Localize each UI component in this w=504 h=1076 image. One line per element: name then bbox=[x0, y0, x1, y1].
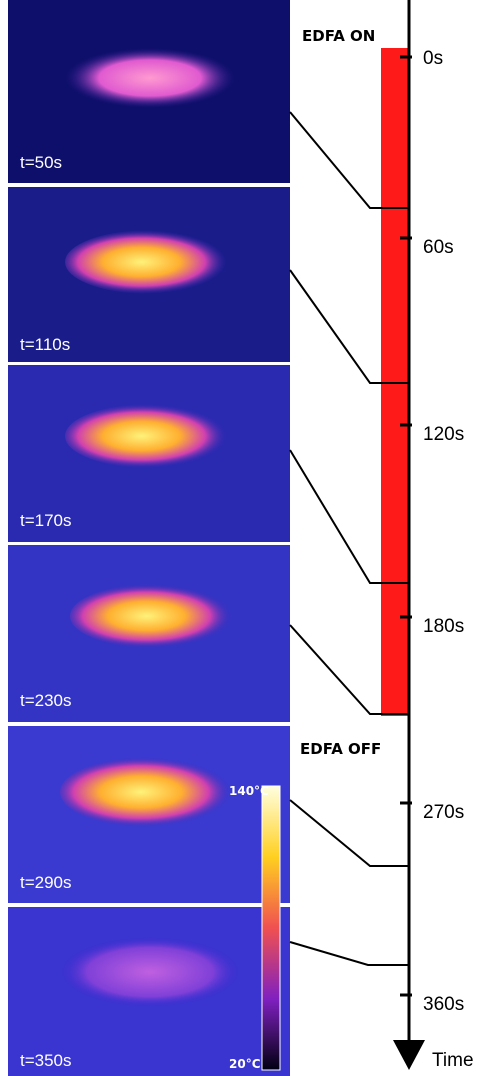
hot-spot bbox=[65, 404, 235, 468]
tick-label: 270s bbox=[423, 802, 464, 823]
timeline: 0s 60s 120s 180s 270s 360s Time EDFA ON … bbox=[300, 0, 474, 1071]
hot-spot bbox=[60, 937, 240, 1007]
hot-spot bbox=[70, 584, 240, 648]
tick-label: 60s bbox=[423, 237, 454, 258]
thermal-images: t=50s t=110s t=170s t=230s t=290s t=350s bbox=[8, 0, 290, 1076]
panel-label: t=230s bbox=[20, 691, 72, 710]
connector bbox=[289, 799, 408, 867]
colorbar: 140°C 20°C bbox=[229, 784, 281, 1071]
connector bbox=[289, 269, 408, 384]
hot-spot bbox=[65, 48, 235, 108]
edfa-off-label: EDFA OFF bbox=[300, 740, 381, 758]
colorbar-min: 20°C bbox=[229, 1057, 261, 1071]
connector bbox=[289, 111, 408, 209]
axis-label: Time bbox=[432, 1050, 474, 1071]
connector bbox=[289, 449, 408, 584]
panel-label: t=50s bbox=[20, 153, 62, 172]
tick-label: 120s bbox=[423, 424, 464, 445]
edfa-on-label: EDFA ON bbox=[302, 27, 375, 45]
connector bbox=[289, 941, 408, 966]
panel-label: t=290s bbox=[20, 873, 72, 892]
hot-spot bbox=[65, 230, 235, 294]
panel-label: t=170s bbox=[20, 511, 72, 530]
time-arrow bbox=[393, 1040, 425, 1070]
tick-label: 180s bbox=[423, 616, 464, 637]
connector bbox=[289, 624, 408, 715]
hot-spot bbox=[60, 757, 240, 827]
tick-label: 360s bbox=[423, 994, 464, 1015]
panel-label: t=350s bbox=[20, 1051, 72, 1070]
colorbar-gradient bbox=[261, 785, 281, 1071]
tick-label: 0s bbox=[423, 48, 443, 69]
colorbar-max: 140°C bbox=[229, 784, 269, 798]
connectors bbox=[289, 111, 408, 966]
panel-label: t=110s bbox=[20, 335, 70, 354]
